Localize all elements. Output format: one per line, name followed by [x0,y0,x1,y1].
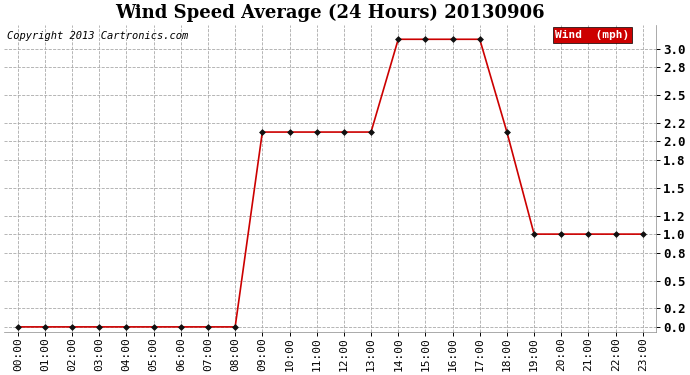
Text: Wind  (mph): Wind (mph) [555,30,629,40]
Text: Copyright 2013 Cartronics.com: Copyright 2013 Cartronics.com [8,32,188,42]
Title: Wind Speed Average (24 Hours) 20130906: Wind Speed Average (24 Hours) 20130906 [115,4,545,22]
